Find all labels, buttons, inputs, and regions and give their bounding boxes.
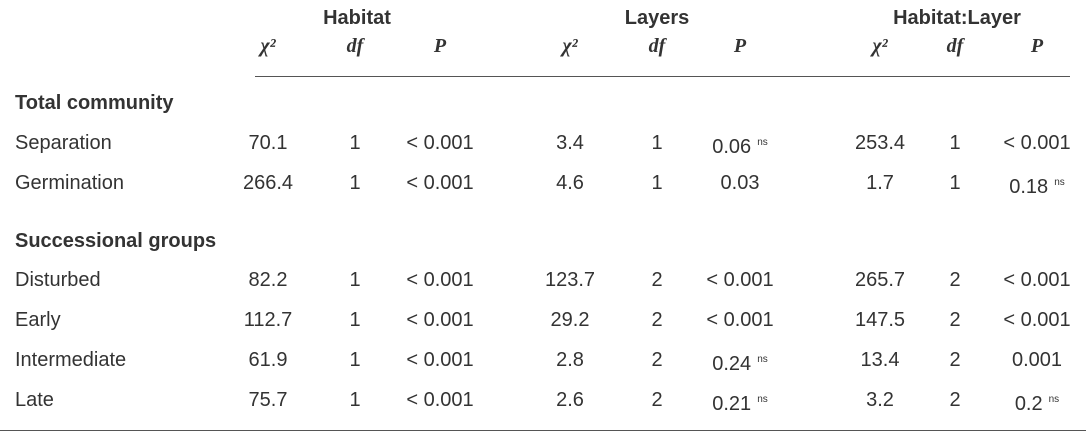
group-header: Habitat:Layer bbox=[893, 7, 1021, 29]
cell: 0.06 ns bbox=[712, 131, 768, 159]
cell: 61.9 bbox=[248, 349, 288, 371]
cell-value: 0.21 bbox=[712, 393, 752, 415]
cell: 123.7 bbox=[544, 269, 596, 291]
cell: 1 bbox=[349, 269, 361, 291]
cell: 0.001 bbox=[1011, 349, 1063, 371]
cell: < 0.001 bbox=[406, 309, 474, 331]
column-header: df bbox=[946, 35, 964, 57]
cell: 265.7 bbox=[854, 269, 906, 291]
column-header: df bbox=[648, 35, 666, 57]
cell: 2 bbox=[651, 269, 663, 291]
cell: < 0.001 bbox=[406, 269, 474, 291]
cell: 266.4 bbox=[242, 172, 294, 194]
cell: 1 bbox=[349, 172, 361, 194]
section-title: Successional groups bbox=[15, 230, 217, 252]
cell: 147.5 bbox=[854, 309, 906, 331]
cell: 2.8 bbox=[556, 349, 584, 371]
row-label: Separation bbox=[15, 132, 112, 154]
column-header: P bbox=[1030, 35, 1044, 57]
cell: 4.6 bbox=[556, 172, 584, 194]
cell: 1 bbox=[349, 389, 361, 411]
cell: 0.21 ns bbox=[712, 388, 768, 416]
row-label: Early bbox=[15, 309, 61, 331]
significance-note: ns bbox=[757, 354, 768, 365]
cell: 1 bbox=[349, 349, 361, 371]
cell-value: 0.06 bbox=[712, 136, 752, 158]
cell: 2 bbox=[651, 389, 663, 411]
cell-value: 0.2 bbox=[1014, 393, 1043, 415]
cell: 2.6 bbox=[556, 389, 584, 411]
cell: 2 bbox=[651, 349, 663, 371]
cell: < 0.001 bbox=[406, 172, 474, 194]
significance-note: ns bbox=[1048, 394, 1060, 405]
significance-note: ns bbox=[757, 394, 768, 405]
section-title: Total community bbox=[15, 92, 174, 114]
significance-note: ns bbox=[757, 137, 768, 148]
cell: 2 bbox=[949, 389, 961, 411]
cell: < 0.001 bbox=[406, 349, 474, 371]
cell: 0.24 ns bbox=[712, 348, 768, 376]
cell: 2 bbox=[949, 349, 961, 371]
group-header: Habitat bbox=[323, 7, 391, 29]
cell: 1 bbox=[949, 172, 961, 194]
cell: 29.2 bbox=[550, 309, 590, 331]
cell: 1 bbox=[949, 132, 961, 154]
cell: < 0.001 bbox=[706, 269, 774, 291]
cell: 1.7 bbox=[866, 172, 894, 194]
cell: 2 bbox=[651, 309, 663, 331]
column-header: P bbox=[733, 35, 747, 57]
column-header: χ² bbox=[562, 35, 578, 57]
column-header: df bbox=[346, 35, 364, 57]
cell: < 0.001 bbox=[706, 309, 774, 331]
cell: 112.7 bbox=[243, 309, 293, 331]
cell: 1 bbox=[349, 309, 361, 331]
cell-value: 0.24 bbox=[712, 353, 752, 375]
column-header: χ² bbox=[260, 35, 276, 57]
column-header: χ² bbox=[872, 35, 888, 57]
cell: 0.2 ns bbox=[1015, 388, 1059, 416]
cell: 253.4 bbox=[854, 132, 906, 154]
cell: 0.18 ns bbox=[1009, 171, 1065, 199]
cell: 2 bbox=[949, 309, 961, 331]
cell: 3.2 bbox=[866, 389, 894, 411]
cell: 1 bbox=[651, 132, 663, 154]
bottom-rule bbox=[0, 430, 1086, 431]
row-label: Germination bbox=[15, 172, 124, 194]
cell: 3.4 bbox=[556, 132, 584, 154]
cell: < 0.001 bbox=[1003, 132, 1071, 154]
cell: 70.1 bbox=[248, 132, 288, 154]
cell: 82.2 bbox=[248, 269, 288, 291]
cell: 1 bbox=[651, 172, 663, 194]
cell-value: 0.18 bbox=[1009, 176, 1049, 198]
row-label: Late bbox=[15, 389, 54, 411]
cell: < 0.001 bbox=[1003, 309, 1071, 331]
group-header: Layers bbox=[624, 7, 690, 29]
cell: 13.4 bbox=[860, 349, 900, 371]
cell: < 0.001 bbox=[406, 132, 474, 154]
cell: 0.03 bbox=[720, 172, 760, 194]
cell: 75.7 bbox=[248, 389, 288, 411]
header-rule bbox=[255, 76, 1070, 77]
significance-note: ns bbox=[1054, 177, 1065, 188]
row-label: Intermediate bbox=[15, 349, 127, 371]
row-label: Disturbed bbox=[15, 269, 101, 291]
column-header: P bbox=[433, 35, 447, 57]
cell: 2 bbox=[949, 269, 961, 291]
cell: < 0.001 bbox=[1003, 269, 1071, 291]
cell: 1 bbox=[349, 132, 361, 154]
cell: < 0.001 bbox=[406, 389, 474, 411]
